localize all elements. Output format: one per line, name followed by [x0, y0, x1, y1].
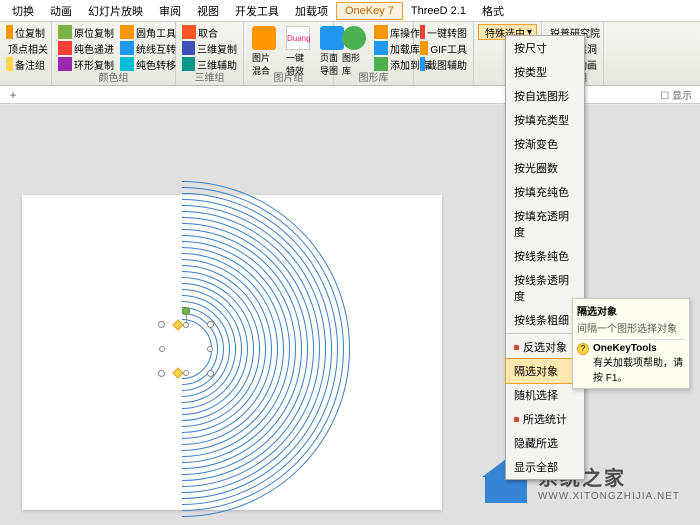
menu-format[interactable]: 格式 — [474, 1, 512, 21]
resize-handle-sw[interactable] — [158, 370, 165, 377]
slide[interactable] — [22, 195, 442, 510]
menu-review[interactable]: 审阅 — [151, 1, 189, 21]
tool-origcopy[interactable]: 原位复制 — [56, 24, 116, 40]
tooltip-title: 隔选对象 — [577, 303, 685, 318]
watermark-url: WWW.XITONGZHIJIA.NET — [538, 491, 680, 502]
dd-by-fillcolor[interactable]: 按填充纯色 — [506, 180, 584, 204]
tool-poscopy[interactable]: 位复制 — [4, 24, 47, 40]
tool-colorstep[interactable]: 纯色递进 — [56, 40, 116, 56]
tab-add-button[interactable]: + — [6, 88, 20, 102]
group-label-img: 图片组 — [274, 69, 304, 84]
adjust-handle-1[interactable] — [172, 319, 183, 330]
group-label-3d: 三维组 — [195, 69, 225, 84]
menu-onekey[interactable]: OneKey 7 — [336, 2, 403, 20]
menu-bar: 切换 动画 幻灯片放映 审阅 视图 开发工具 加载项 OneKey 7 Thre… — [0, 0, 700, 22]
tool-lineswap[interactable]: 统线互转 — [118, 40, 178, 56]
group-label-color: 颜色组 — [99, 69, 129, 84]
tool-fillet[interactable]: 圆角工具 — [118, 24, 178, 40]
dd-by-type[interactable]: 按类型 — [506, 60, 584, 84]
resize-handle-nw[interactable] — [158, 321, 165, 328]
menu-devtools[interactable]: 开发工具 — [227, 1, 287, 21]
tool-toimg[interactable]: 一键转图 — [418, 24, 469, 40]
resize-handle-se[interactable] — [207, 370, 214, 377]
dd-by-autoshape[interactable]: 按自选图形 — [506, 84, 584, 108]
dd-by-linecolor[interactable]: 按线条纯色 — [506, 244, 584, 268]
resize-handle-s[interactable] — [183, 370, 189, 376]
resize-handle-w[interactable] — [159, 346, 165, 352]
special-select-dropdown: 按尺寸 按类型 按自选图形 按填充类型 按渐变色 按光圈数 按填充纯色 按填充透… — [505, 35, 585, 480]
dd-showall[interactable]: 显示全部 — [506, 455, 584, 479]
tab-strip: + ☐ 显示 — [0, 86, 700, 104]
tool-notes[interactable]: 备注组 — [4, 56, 47, 72]
menu-addins[interactable]: 加载项 — [287, 1, 336, 21]
dd-by-fillalpha[interactable]: 按填充透明度 — [506, 204, 584, 244]
menu-threed[interactable]: ThreeD 2.1 — [403, 3, 474, 19]
dd-stats[interactable]: 所选统计 — [506, 407, 584, 431]
menu-anim[interactable]: 动画 — [42, 1, 80, 21]
resize-handle-n[interactable] — [183, 322, 189, 328]
dd-by-size[interactable]: 按尺寸 — [506, 36, 584, 60]
display-toggle[interactable]: ☐ 显示 — [660, 87, 692, 102]
dd-hide[interactable]: 隐藏所选 — [506, 431, 584, 455]
menu-slideshow[interactable]: 幻灯片放映 — [80, 1, 151, 21]
menu-switch[interactable]: 切换 — [4, 1, 42, 21]
tool-screenshot[interactable]: 截图辅助 — [418, 56, 469, 72]
tool-vertex[interactable]: 顶点相关 — [4, 40, 47, 56]
tool-merge[interactable]: 取合 — [180, 24, 239, 40]
ribbon-toolbar: 位复制 顶点相关 备注组 原位复制 圆角工具 纯色递进 统线互转 环形复制 纯色… — [0, 22, 700, 86]
help-icon: ? — [577, 343, 589, 355]
menu-view[interactable]: 视图 — [189, 1, 227, 21]
adjust-handle-2[interactable] — [172, 367, 183, 378]
dd-by-gradient[interactable]: 按渐变色 — [506, 132, 584, 156]
selection-box[interactable] — [162, 325, 210, 373]
resize-handle-ne[interactable] — [207, 321, 214, 328]
group-label-shapelib: 图形库 — [359, 69, 389, 84]
rotation-handle[interactable] — [182, 307, 190, 315]
tool-3dcopy[interactable]: 三维复制 — [180, 40, 239, 56]
tooltip-help-text: 有关加载项帮助，请按 F1。 — [593, 354, 685, 384]
tool-gif[interactable]: GIF工具 — [418, 40, 469, 56]
dd-by-filltype[interactable]: 按填充类型 — [506, 108, 584, 132]
tooltip-product: OneKeyTools — [593, 343, 685, 354]
tooltip-subtitle: 间隔一个图形选择对象 — [577, 320, 685, 335]
tooltip: 隔选对象 间隔一个图形选择对象 ? OneKeyTools 有关加载项帮助，请按… — [572, 298, 690, 389]
resize-handle-e[interactable] — [207, 346, 213, 352]
dd-by-stops[interactable]: 按光圈数 — [506, 156, 584, 180]
